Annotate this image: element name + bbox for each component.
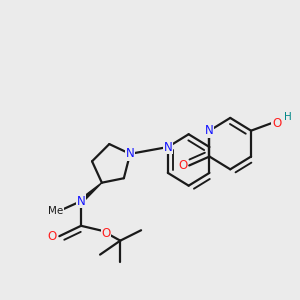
Text: N: N: [205, 124, 214, 137]
Polygon shape: [80, 183, 102, 203]
Text: O: O: [101, 227, 111, 240]
Text: O: O: [47, 230, 56, 243]
Text: N: N: [126, 147, 134, 161]
Text: N: N: [164, 140, 172, 154]
Text: O: O: [272, 117, 281, 130]
Text: Me: Me: [48, 206, 63, 216]
Text: O: O: [178, 159, 187, 172]
Text: H: H: [284, 112, 292, 122]
Text: N: N: [77, 195, 85, 208]
